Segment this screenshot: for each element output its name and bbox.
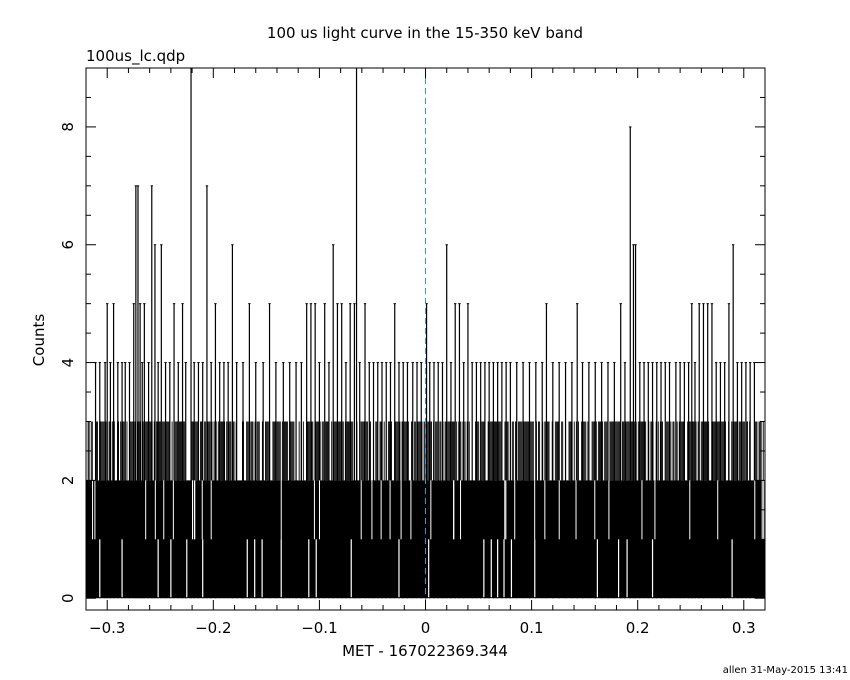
y-tick-label: 2 xyxy=(59,476,77,486)
y-tick-label: 6 xyxy=(59,240,77,250)
x-tick-label: 0.3 xyxy=(732,619,756,637)
x-axis-label: MET - 167022369.344 xyxy=(342,642,508,660)
y-tick-label: 4 xyxy=(59,358,77,368)
y-axis-label: Counts xyxy=(30,314,48,367)
footer-stamp: allen 31-May-2015 13:41 xyxy=(723,665,848,676)
zero-count-gaps xyxy=(92,480,765,598)
x-tick-label: −0.1 xyxy=(301,619,337,637)
x-tick-label: 0.1 xyxy=(520,619,544,637)
x-axis-ticks: −0.3 −0.2 −0.1 0 0.1 0.2 0.3 xyxy=(85,68,766,637)
chart-title: 100 us light curve in the 15-350 keV ban… xyxy=(267,24,583,42)
x-tick-label: 0 xyxy=(421,619,431,637)
x-tick-label: −0.3 xyxy=(89,619,125,637)
chart-subtitle: 100us_lc.qdp xyxy=(86,47,185,66)
y-tick-label: 8 xyxy=(59,122,77,132)
x-tick-label: −0.2 xyxy=(195,619,231,637)
y-axis-ticks: 0 2 4 6 8 xyxy=(59,67,765,603)
y-tick-label: 0 xyxy=(59,593,77,603)
x-tick-label: 0.2 xyxy=(626,619,650,637)
